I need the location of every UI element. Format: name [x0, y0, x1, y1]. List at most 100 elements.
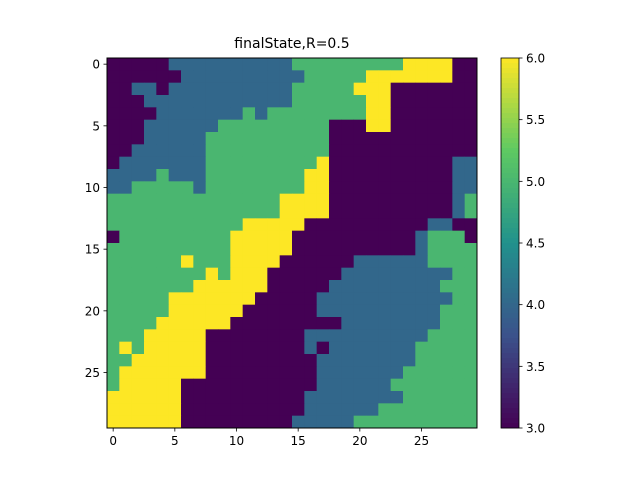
heatmap-cell: [316, 267, 330, 281]
heatmap-cell: [205, 156, 219, 170]
heatmap-cell: [390, 169, 404, 182]
heatmap-cell: [316, 243, 330, 256]
heatmap-cell: [205, 95, 219, 108]
heatmap-cell: [353, 329, 367, 343]
heatmap-cell: [415, 144, 429, 158]
heatmap-cell: [415, 70, 429, 84]
colorbar-segment: [501, 328, 519, 334]
colorbar-segment: [501, 243, 519, 249]
heatmap-cell: [366, 95, 379, 108]
heatmap-cell: [304, 218, 318, 232]
heatmap-cell: [279, 181, 293, 195]
colorbar-segment: [501, 103, 519, 109]
heatmap-cell: [279, 415, 293, 429]
heatmap-cell: [440, 304, 453, 318]
heatmap-cell: [119, 119, 133, 133]
heatmap-cell: [427, 354, 441, 367]
heatmap-cell: [341, 119, 355, 133]
heatmap-cell: [242, 267, 256, 281]
heatmap-cell: [255, 181, 268, 195]
heatmap-cell: [341, 107, 355, 121]
heatmap-cell: [156, 107, 170, 121]
colorbar-segment: [501, 203, 519, 209]
heatmap-cell: [144, 107, 157, 121]
heatmap-cell: [193, 169, 207, 182]
heatmap-cell: [353, 366, 367, 380]
colorbar-segment: [501, 358, 519, 364]
heatmap-cell: [181, 70, 194, 84]
colorbar-segment: [501, 153, 519, 159]
heatmap-cell: [119, 243, 133, 256]
heatmap-cell: [279, 403, 293, 417]
heatmap-cell: [218, 255, 231, 269]
heatmap-cell: [390, 132, 404, 145]
colorbar-segment: [501, 173, 519, 179]
heatmap-cell: [366, 58, 379, 71]
heatmap-cell: [292, 156, 305, 170]
colorbar-segment: [501, 223, 519, 229]
heatmap-cell: [107, 415, 120, 429]
heatmap-cell: [452, 144, 466, 158]
heatmap-cell: [107, 82, 120, 96]
heatmap-cell: [181, 230, 194, 244]
colorbar-segment: [501, 363, 519, 369]
heatmap-cell: [341, 206, 355, 219]
heatmap-cell: [366, 341, 379, 355]
heatmap-cell: [329, 132, 342, 145]
heatmap-cell: [107, 292, 120, 306]
colorbar-segment: [501, 378, 519, 384]
colorbar-segment: [501, 218, 519, 224]
heatmap-cell: [218, 304, 231, 318]
heatmap-cell: [415, 58, 429, 71]
heatmap-cell: [181, 132, 194, 145]
y-tick-label: 0: [92, 58, 100, 72]
colorbar-segment: [501, 123, 519, 129]
heatmap-cell: [131, 144, 145, 158]
heatmap-cell: [390, 144, 404, 158]
colorbar-segment: [501, 73, 519, 79]
heatmap-cell: [415, 181, 429, 195]
heatmap-cell: [193, 132, 207, 145]
heatmap-cell: [390, 82, 404, 96]
heatmap-cell: [390, 280, 404, 293]
heatmap-cell: [304, 156, 318, 170]
heatmap-cell: [181, 95, 194, 108]
heatmap-cell: [193, 181, 207, 195]
heatmap-cell: [292, 292, 305, 306]
heatmap-cell: [119, 156, 133, 170]
heatmap-cell: [193, 144, 207, 158]
heatmap-cell: [316, 206, 330, 219]
heatmap-cell: [390, 181, 404, 195]
heatmap-cell: [292, 181, 305, 195]
heatmap-cell: [353, 280, 367, 293]
heatmap-cell: [242, 206, 256, 219]
heatmap-cell: [452, 267, 466, 281]
heatmap-cell: [255, 317, 268, 330]
heatmap-cell: [242, 218, 256, 232]
heatmap-cell: [168, 218, 182, 232]
heatmap-cell: [255, 132, 268, 145]
colorbar-segment: [501, 273, 519, 279]
heatmap-cell: [131, 391, 145, 404]
heatmap-cell: [267, 267, 281, 281]
heatmap-cell: [119, 181, 133, 195]
heatmap-cell: [292, 403, 305, 417]
heatmap-cell: [415, 230, 429, 244]
heatmap-cell: [255, 156, 268, 170]
heatmap-cell: [353, 206, 367, 219]
colorbar: 3.0 3.5 4.0 4.5 5.0 5.5 6.0: [500, 52, 545, 436]
heatmap-cell: [353, 119, 367, 133]
heatmap-cell: [218, 193, 231, 207]
heatmap-cell: [144, 267, 157, 281]
heatmap-cell: [353, 292, 367, 306]
heatmap-cell: [415, 329, 429, 343]
heatmap-cell: [464, 354, 478, 367]
heatmap-cell: [168, 243, 182, 256]
heatmap-cell: [279, 206, 293, 219]
heatmap-cell: [427, 292, 441, 306]
heatmap-cell: [427, 156, 441, 170]
heatmap-cell: [107, 267, 120, 281]
heatmap-cell: [316, 193, 330, 207]
heatmap-cell: [193, 218, 207, 232]
heatmap-cell: [378, 119, 392, 133]
